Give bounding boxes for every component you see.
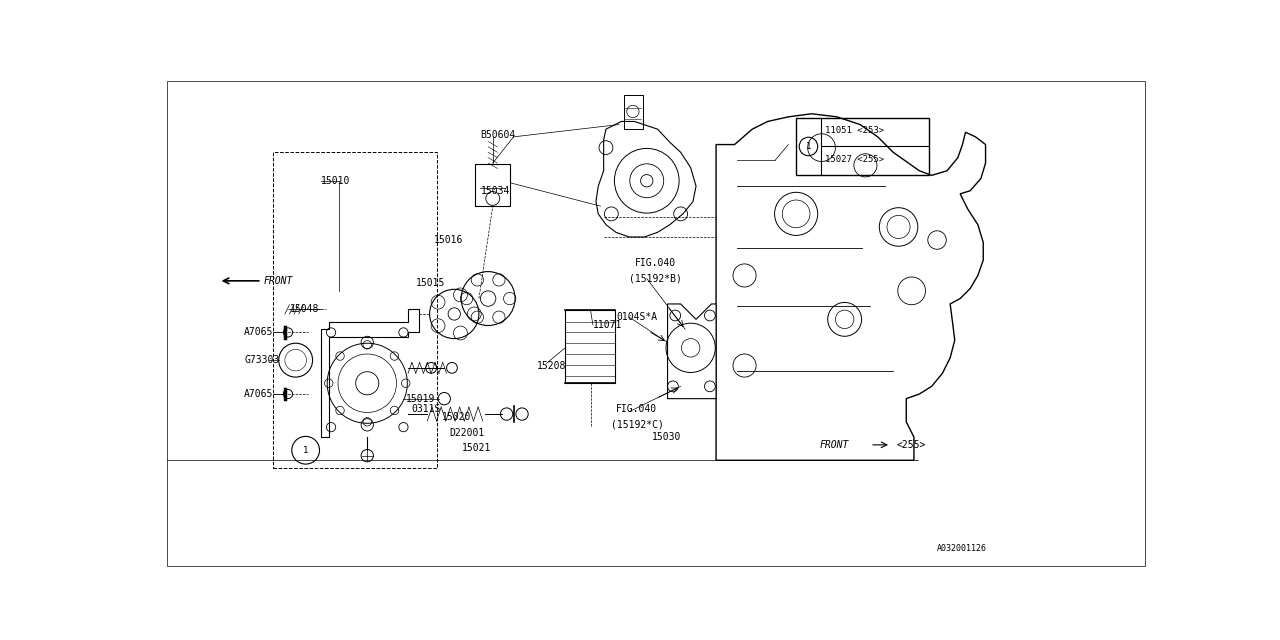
Polygon shape bbox=[716, 114, 986, 460]
Text: 0104S*A: 0104S*A bbox=[616, 312, 657, 322]
Text: G73303: G73303 bbox=[244, 355, 279, 365]
Text: 11051 <253>: 11051 <253> bbox=[826, 126, 884, 135]
Text: 15048: 15048 bbox=[291, 305, 320, 314]
Text: 15034: 15034 bbox=[480, 186, 509, 196]
Text: 15030: 15030 bbox=[652, 432, 681, 442]
Text: 15020: 15020 bbox=[442, 412, 471, 422]
Text: B50604: B50604 bbox=[480, 129, 516, 140]
Text: 0311S: 0311S bbox=[411, 404, 440, 415]
Text: 15015: 15015 bbox=[416, 278, 445, 288]
Polygon shape bbox=[668, 304, 716, 399]
Text: 15021: 15021 bbox=[462, 443, 492, 453]
Polygon shape bbox=[321, 309, 419, 437]
Text: FIG.040: FIG.040 bbox=[616, 404, 657, 415]
Bar bbox=[796, 118, 928, 175]
Text: <255>: <255> bbox=[896, 440, 925, 450]
Text: A032001126: A032001126 bbox=[937, 543, 987, 552]
Text: A7065: A7065 bbox=[244, 328, 274, 337]
Text: FRONT: FRONT bbox=[264, 276, 293, 286]
Polygon shape bbox=[596, 122, 696, 237]
Text: 1: 1 bbox=[806, 142, 812, 151]
Text: FRONT: FRONT bbox=[819, 440, 849, 450]
Text: 15027 <255>: 15027 <255> bbox=[826, 155, 884, 164]
Text: (15192*C): (15192*C) bbox=[612, 420, 664, 430]
Text: 15016: 15016 bbox=[434, 235, 463, 245]
Text: 15019: 15019 bbox=[406, 394, 435, 404]
Text: FIG.040: FIG.040 bbox=[635, 258, 676, 268]
Bar bbox=[623, 95, 643, 129]
Text: A7065: A7065 bbox=[244, 389, 274, 399]
Text: D22001: D22001 bbox=[449, 428, 485, 438]
Text: 11071: 11071 bbox=[593, 320, 622, 330]
Text: 1: 1 bbox=[303, 445, 308, 455]
Text: (15192*B): (15192*B) bbox=[628, 273, 682, 284]
Text: 15010: 15010 bbox=[321, 176, 351, 186]
Bar bbox=[273, 152, 436, 468]
Bar bbox=[475, 164, 509, 206]
Bar bbox=[566, 310, 616, 383]
Text: 15208: 15208 bbox=[536, 360, 566, 371]
